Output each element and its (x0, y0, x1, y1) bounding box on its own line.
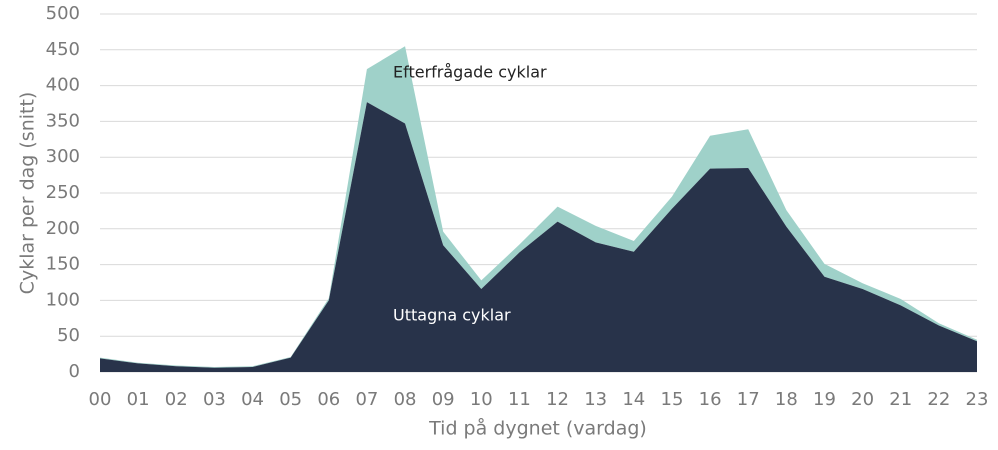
x-tick-label: 03 (203, 389, 226, 410)
series-label: Uttagna cyklar (393, 306, 511, 325)
series-label: Efterfrågade cyklar (393, 63, 547, 82)
x-tick-label: 01 (127, 389, 150, 410)
x-tick-label: 02 (165, 389, 188, 410)
x-axis-title: Tid på dygnet (vardag) (428, 417, 647, 440)
x-tick-label: 20 (851, 389, 874, 410)
x-tick-label: 14 (622, 389, 645, 410)
y-tick-label: 350 (46, 110, 80, 131)
x-tick-label: 06 (317, 389, 340, 410)
y-tick-label: 0 (69, 361, 80, 382)
x-tick-label: 07 (355, 389, 378, 410)
x-tick-label: 09 (432, 389, 455, 410)
y-tick-label: 150 (46, 254, 80, 275)
y-tick-label: 250 (46, 182, 80, 203)
x-tick-label: 19 (813, 389, 836, 410)
y-tick-label: 200 (46, 218, 80, 239)
y-tick-label: 400 (46, 75, 80, 96)
x-tick-label: 00 (89, 389, 112, 410)
x-tick-label: 04 (241, 389, 264, 410)
y-axis-title: Cyklar per dag (snitt) (17, 92, 39, 295)
x-tick-label: 21 (889, 389, 912, 410)
area (100, 102, 977, 373)
x-tick-label: 18 (775, 389, 798, 410)
y-tick-label: 50 (57, 325, 80, 346)
x-tick-label: 12 (546, 389, 569, 410)
x-tick-label: 17 (737, 389, 760, 410)
x-tick-label: 23 (966, 389, 989, 410)
y-tick-label: 100 (46, 289, 80, 310)
x-tick-label: 13 (584, 389, 607, 410)
x-tick-label: 22 (927, 389, 950, 410)
y-tick-label: 500 (46, 3, 80, 24)
x-tick-label: 08 (394, 389, 417, 410)
y-tick-label: 450 (46, 39, 80, 60)
x-tick-label: 05 (279, 389, 302, 410)
x-tick-label: 15 (661, 389, 684, 410)
x-tick-label: 10 (470, 389, 493, 410)
x-tick-label: 11 (508, 389, 531, 410)
y-tick-label: 300 (46, 146, 80, 167)
x-tick-label: 16 (699, 389, 722, 410)
